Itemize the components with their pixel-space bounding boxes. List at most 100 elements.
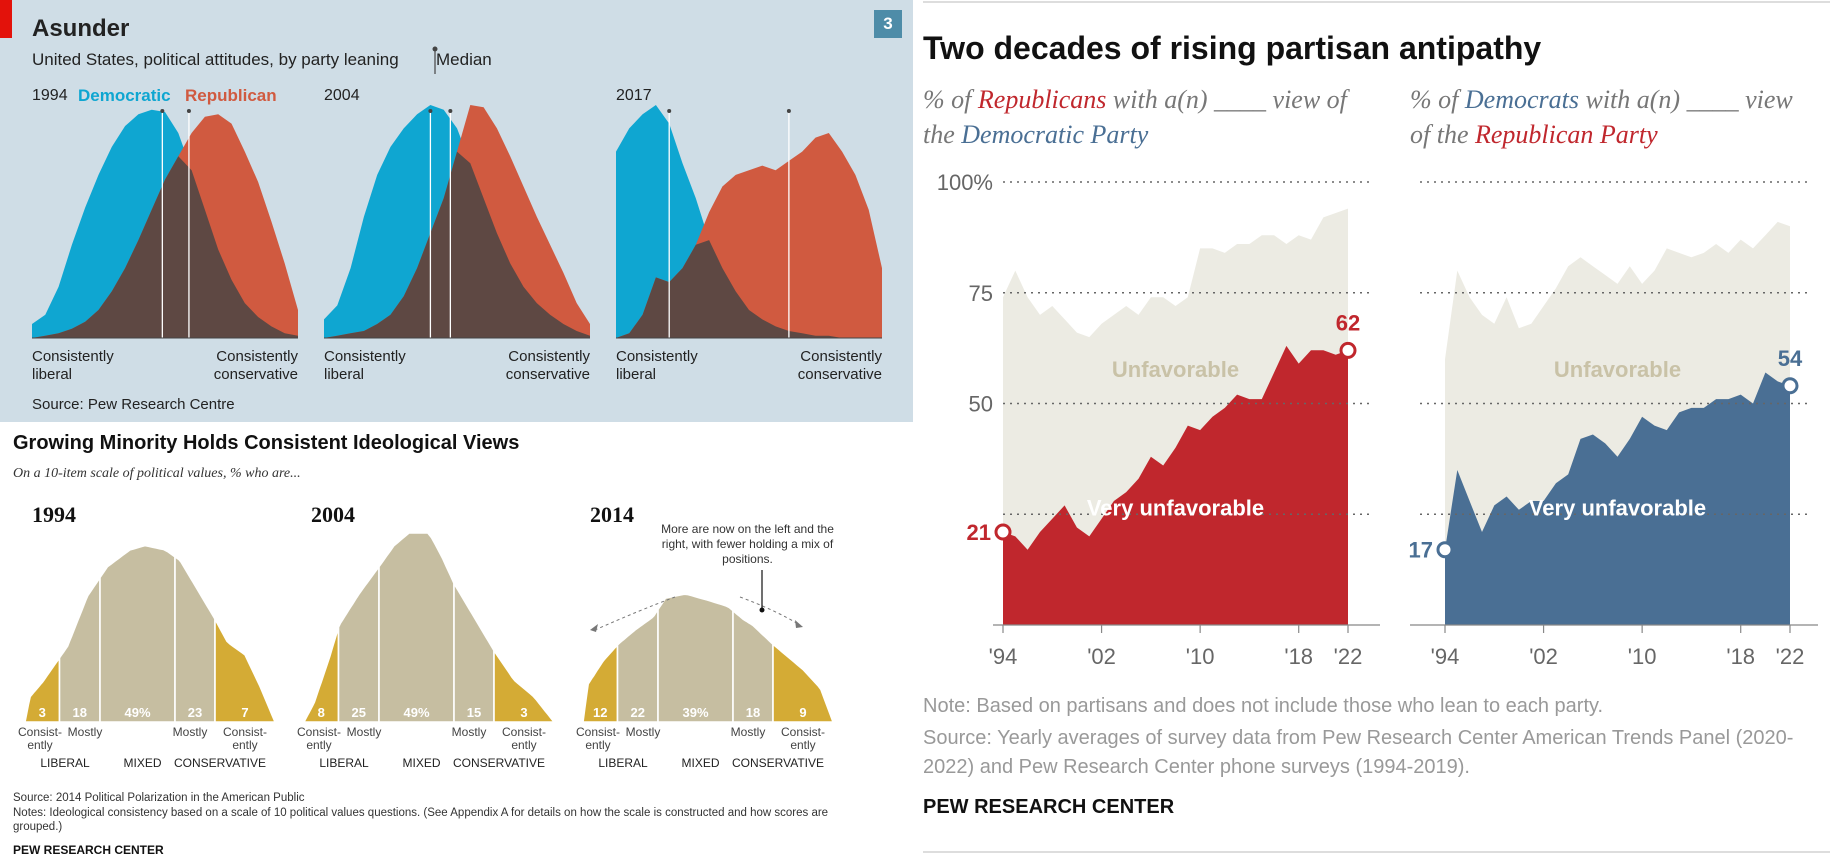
category-label: ently: [511, 738, 536, 752]
unfavorable-label: Unfavorable: [1554, 357, 1681, 382]
overlap-area: [32, 156, 298, 338]
category-label: ently: [306, 738, 331, 752]
annotation-pointer-dot: [759, 607, 765, 613]
category-area-4: [493, 648, 556, 723]
panel-year-2004: 2004: [324, 87, 360, 104]
end-value-label: 62: [1336, 310, 1360, 335]
very-unfavorable-area: [1003, 345, 1348, 625]
category-area-0: [582, 642, 619, 723]
data-label: 3: [39, 705, 46, 720]
chart-title: Growing Minority Holds Consistent Ideolo…: [13, 432, 520, 454]
category-area-3: [453, 580, 495, 723]
start-value-label: 21: [967, 520, 991, 545]
axis-label-conservative: Consistently conservative: [505, 348, 590, 383]
category-label: Mostly: [347, 725, 382, 739]
axis-label-liberal: Consistently liberal: [32, 348, 114, 383]
category-area-2: [378, 532, 455, 723]
x-tick-label: '18: [1284, 644, 1313, 669]
category-label: Mostly: [731, 725, 766, 739]
start-marker: [1436, 541, 1454, 559]
start-marker: [994, 523, 1012, 541]
data-label: 49%: [124, 705, 150, 720]
chart-annotation: More are now on the left and the right, …: [661, 522, 834, 566]
category-label: Mostly: [626, 725, 661, 739]
chart-source: Source: 2014 Political Polarization in t…: [13, 792, 305, 804]
axis-label-liberal: Consistently liberal: [324, 348, 406, 383]
category-area-0: [24, 655, 61, 723]
group-label: CONSERVATIVE: [453, 756, 545, 770]
median-line-cap: [448, 109, 453, 113]
y-tick-label: 100%: [937, 170, 993, 195]
chart-subtitle: On a 10-item scale of political values, …: [13, 466, 301, 481]
legend-republican: Republican: [185, 86, 277, 105]
y-tick-label: 50: [969, 392, 993, 417]
economist-area-charts: [32, 105, 882, 339]
category-area-3: [732, 608, 774, 723]
pew-ideology-charts: 3 18 49% 23 7 Consist-ently Mostly Mostly Consis…: [18, 532, 835, 770]
x-tick-label: '94: [1431, 644, 1460, 669]
category-area-1: [58, 574, 101, 723]
axis-label-liberal: Consistently liberal: [616, 348, 698, 383]
group-label: MIXED: [681, 756, 719, 770]
axis-label-conservative: Consistently conservative: [213, 348, 298, 383]
category-area-4: [214, 618, 277, 723]
median-line-cap: [160, 109, 165, 113]
data-label: 25: [352, 705, 366, 720]
group-label: MIXED: [402, 756, 440, 770]
legend-democratic: Democratic: [78, 86, 171, 105]
group-label: CONSERVATIVE: [732, 756, 824, 770]
category-label: ently: [27, 738, 52, 752]
start-value-label: 17: [1409, 538, 1433, 563]
category-label: Consist-: [502, 725, 546, 739]
chart-note: Note: Based on partisans and does not in…: [923, 695, 1604, 717]
category-label: ently: [790, 738, 815, 752]
category-area-1: [616, 606, 659, 723]
data-label: 3: [520, 705, 527, 720]
data-label: 49%: [403, 705, 429, 720]
arrowhead-left: [590, 624, 598, 632]
median-line-cap: [428, 109, 433, 113]
chart-title: Two decades of rising partisan antipathy: [923, 30, 1542, 66]
category-label: ently: [585, 738, 610, 752]
category-label: Consist-: [576, 725, 620, 739]
panel-year-2004: 2004: [311, 502, 355, 527]
panel-year-2017: 2017: [616, 87, 652, 104]
right-panel-subtitle: % of Democrats with a(n) ____ view of th…: [1410, 85, 1793, 149]
chart-notes: Notes: Ideological consistency based on …: [13, 807, 829, 833]
brand-red-bar: [0, 0, 12, 38]
category-label: Consist-: [223, 725, 267, 739]
data-label: 15: [467, 705, 481, 720]
group-label: CONSERVATIVE: [174, 756, 266, 770]
very-unfavorable-area: [1445, 372, 1790, 625]
panel-year-1994: 1994: [32, 87, 68, 104]
group-label: LIBERAL: [598, 756, 648, 770]
x-tick-label: '22: [1334, 644, 1363, 669]
arrowhead-right: [795, 620, 803, 628]
data-label: 9: [799, 705, 806, 720]
category-area-1: [337, 564, 380, 723]
panel-year-2014: 2014: [590, 502, 634, 527]
org-credit: PEW RESEARCH CENTER: [923, 796, 1175, 818]
category-label: ently: [232, 738, 257, 752]
category-label: Consist-: [297, 725, 341, 739]
data-label: 7: [241, 705, 248, 720]
group-label: LIBERAL: [40, 756, 90, 770]
x-tick-label: '02: [1087, 644, 1116, 669]
chart-number-badge: 3: [874, 10, 902, 38]
end-marker: [1781, 377, 1799, 395]
data-label: 22: [631, 705, 645, 720]
left-panel-subtitle: % of Republicans with a(n) ____ view of …: [923, 85, 1347, 149]
data-label: 39%: [682, 705, 708, 720]
y-tick-label: 75: [969, 281, 993, 306]
x-tick-label: '22: [1776, 644, 1805, 669]
overlap-area: [324, 151, 590, 338]
data-label: 18: [746, 705, 760, 720]
data-label: 12: [593, 705, 607, 720]
category-label: Consist-: [18, 725, 62, 739]
end-value-label: 54: [1778, 346, 1803, 371]
data-label: 18: [73, 705, 87, 720]
data-label: 23: [188, 705, 202, 720]
median-line-cap: [667, 109, 672, 113]
category-area-0: [302, 626, 340, 723]
